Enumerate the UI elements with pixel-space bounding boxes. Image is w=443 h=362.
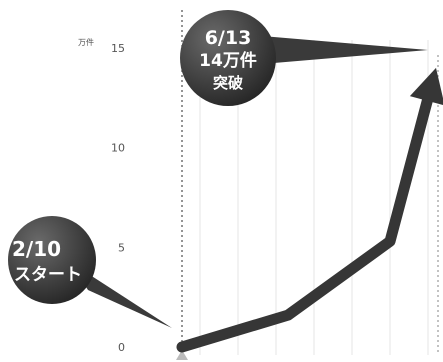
end-callout-label: 突破 [213, 74, 243, 92]
y-axis: 万件 0 5 10 15 [78, 37, 125, 354]
start-callout: 2/10 スタート [8, 216, 172, 328]
series [176, 67, 443, 353]
start-callout-date: 2/10 [12, 237, 61, 261]
end-callout-count: 14万件 [199, 50, 257, 71]
y-axis-unit-label: 万件 [78, 37, 94, 47]
start-callout-bubble [8, 216, 96, 304]
start-callout-label: スタート [14, 265, 82, 285]
y-tick-label: 5 [118, 241, 125, 254]
trend-arrow-head [409, 67, 443, 105]
start-marker-triangle [176, 350, 188, 360]
end-callout-tail [262, 36, 428, 64]
end-callout-bubble [180, 10, 276, 106]
y-tick-label: 15 [111, 42, 125, 55]
y-tick-label: 0 [118, 341, 125, 354]
y-tick-label: 10 [111, 142, 125, 155]
trend-line [176, 91, 434, 353]
end-callout-date: 6/13 [205, 27, 252, 49]
start-callout-tail [70, 262, 172, 328]
